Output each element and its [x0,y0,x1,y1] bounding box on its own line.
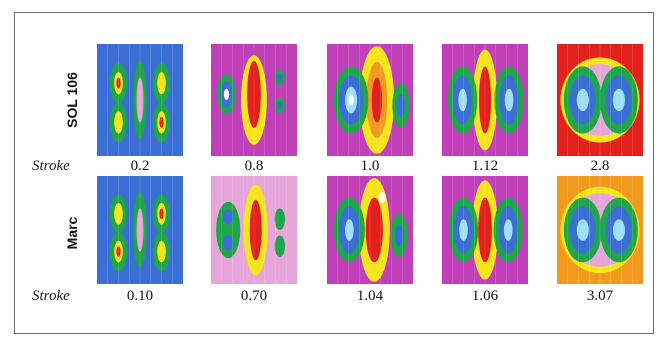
contour-region [394,224,404,247]
contour-region [365,197,383,263]
contour-region [612,88,625,112]
stroke-value: 0.2 [130,158,150,174]
contour-plot-marc-2 [211,176,297,284]
contour-region [378,192,386,203]
contour-region [249,199,262,261]
contour-region [503,219,513,241]
contour-plot-marc-1 [97,176,183,284]
contour-region [396,94,406,117]
contour-region [157,72,166,95]
contour-region [116,77,121,89]
contour-region [345,219,354,241]
contour-region [274,235,285,257]
contour-region [157,240,166,263]
contour-region [576,88,589,112]
contour-region [223,209,234,225]
contour-region [136,208,144,252]
row-label-marc: Marc [64,216,80,250]
contour-plot-sol106-3 [327,44,413,156]
contour-plot-marc-5 [557,176,643,284]
stroke-label-row2: Stroke [32,288,70,304]
contour-plot-sol106-5 [557,44,643,156]
contour-region [576,219,589,241]
contour-region [223,235,234,251]
stroke-value: 1.06 [471,288,499,304]
contour-region [247,60,261,128]
stroke-value: 0.8 [244,158,264,174]
contour-region [136,77,144,123]
contour-plot-marc-3 [327,176,413,284]
stroke-label-row1: Stroke [32,158,70,174]
contour-region [114,111,123,134]
contour-region [159,208,164,220]
stroke-value: 2.8 [590,158,610,174]
row-label-sol106: SOL 106 [64,72,80,128]
contour-region [348,94,354,106]
contour-region [116,246,121,257]
contour-region [223,88,230,100]
stroke-value: 0.70 [240,288,268,304]
stroke-value: 1.04 [356,288,384,304]
contour-region [216,201,241,259]
stroke-value: 3.07 [586,288,614,304]
contour-region [159,116,164,128]
stroke-value: 1.12 [471,158,499,174]
contour-region [459,219,468,241]
contour-plot-marc-4 [442,176,528,284]
contour-region [277,101,283,110]
contour-plot-sol106-4 [442,44,528,156]
contour-region [458,88,467,112]
stroke-value: 0.10 [126,288,154,304]
contour-region [478,197,492,263]
contour-region [612,219,625,241]
contour-region [504,88,514,112]
contour-region [277,73,283,82]
stroke-value: 1.0 [360,158,380,174]
contour-region [478,66,492,134]
contour-plot-sol106-1 [97,44,183,156]
contour-plot-sol106-2 [211,44,297,156]
contour-region [274,208,285,230]
contour-region [114,203,123,225]
contour-region [371,77,383,123]
